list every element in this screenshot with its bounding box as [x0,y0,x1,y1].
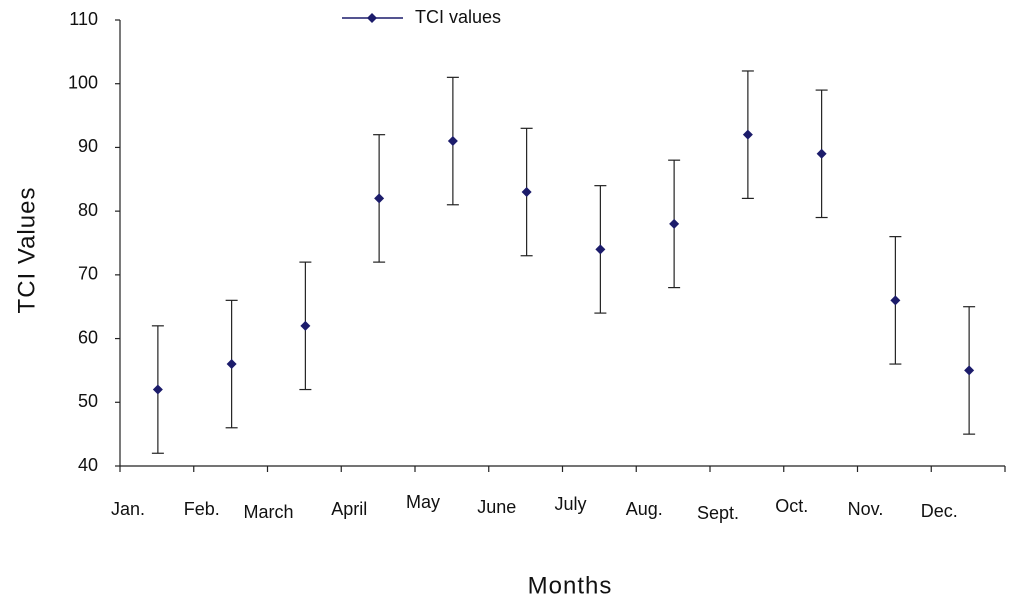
x-tick-label: June [477,497,516,517]
y-tick-label: 40 [78,455,98,475]
x-tick-label: April [331,499,367,519]
point-marker [742,129,753,140]
x-tick-label: Jan. [111,499,145,519]
y-tick-label: 80 [78,200,98,220]
point-marker [152,384,163,395]
x-tick-label: March [243,502,293,522]
x-tick-label: July [554,494,586,514]
x-tick-label: Oct. [775,496,808,516]
y-axis-title: TCI Values [13,187,40,314]
legend-label: TCI values [415,7,501,27]
x-axis-title: Months [528,572,613,599]
y-tick-label: 90 [78,136,98,156]
point-marker [890,295,901,306]
point-marker [226,359,237,370]
x-tick-label: Nov. [848,499,884,519]
legend-marker [367,13,377,23]
point-marker [521,187,532,198]
y-tick-label: 50 [78,391,98,411]
y-tick-label: 60 [78,327,98,347]
y-tick-label: 70 [78,264,98,284]
point-marker [374,193,385,204]
y-tick-label: 110 [69,9,98,29]
x-tick-label: May [406,492,440,512]
x-tick-label: Dec. [921,501,958,521]
point-marker [816,148,827,159]
point-marker [300,320,311,331]
point-marker [669,218,680,229]
x-tick-label: Feb. [184,499,220,519]
x-tick-label: Aug. [626,499,663,519]
point-marker [964,365,975,376]
x-tick-label: Sept. [697,503,739,523]
y-tick-label: 100 [68,72,98,92]
point-marker [595,244,606,255]
point-marker [447,136,458,147]
